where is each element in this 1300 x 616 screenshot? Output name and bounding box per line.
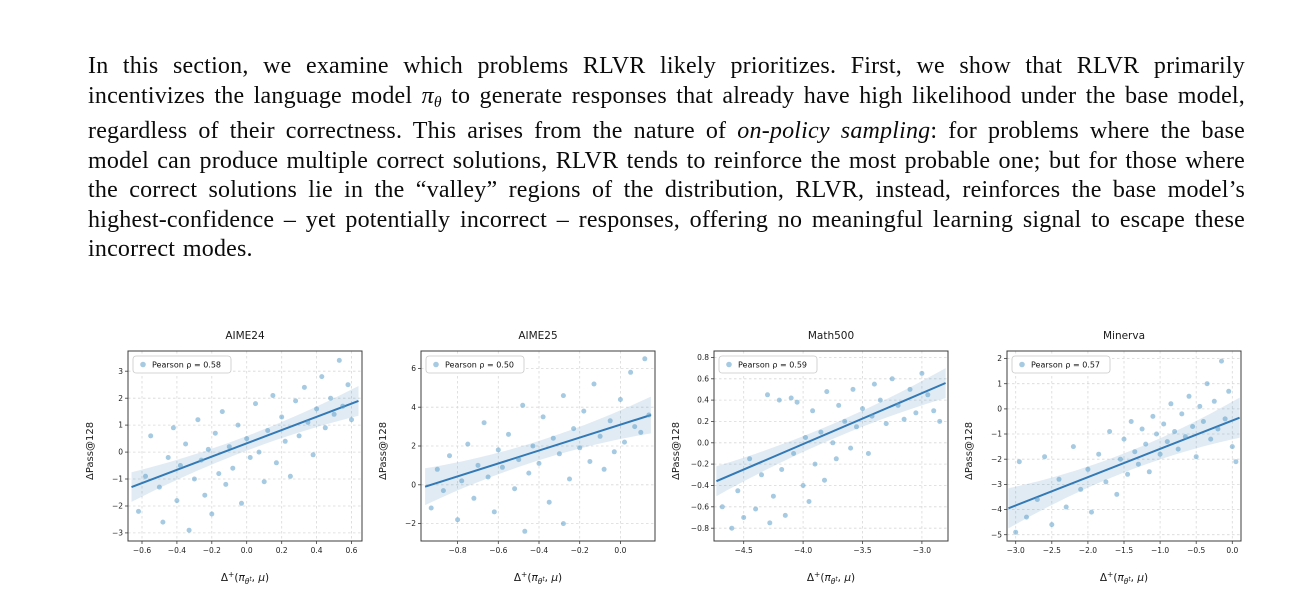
svg-text:−3.5: −3.5 [853,546,871,555]
svg-text:−3: −3 [112,529,123,538]
svg-text:2: 2 [997,354,1002,363]
chart-title: Math500 [807,330,855,342]
svg-text:−2: −2 [405,519,416,528]
x-axis-label: Δ+(πθt, μ) [1099,570,1149,586]
svg-text:0.2: 0.2 [276,546,288,555]
svg-text:−4.5: −4.5 [735,546,753,555]
svg-text:0.8: 0.8 [697,353,709,362]
chart-math500: Math500 ΔPass@128 −4.5 −4.0 −3.5 −3.0 −0.8 −0.6… [670,330,955,586]
paragraph-segment: In this section, we examine which proble… [88,53,1245,109]
x-axis-label: Δ+(πθt, μ) [220,570,270,586]
x-axis-label: Δ+(πθt, μ) [806,570,856,586]
svg-text:−3.0: −3.0 [913,546,931,555]
svg-text:−0.2: −0.2 [203,546,221,555]
svg-text:−3: −3 [991,480,1002,489]
y-axis-label: ΔPass@128 [378,421,389,481]
svg-text:4: 4 [411,403,416,412]
svg-text:−0.6: −0.6 [489,546,507,555]
paragraph-segment: : for problems where the base model can … [88,118,1245,263]
svg-text:−0.2: −0.2 [691,460,709,469]
svg-text:−1.0: −1.0 [1151,546,1169,555]
svg-text:−2: −2 [991,455,1002,464]
svg-text:Pearson ρ = 0.50: Pearson ρ = 0.50 [445,361,514,370]
svg-text:Pearson ρ = 0.58: Pearson ρ = 0.58 [152,361,221,370]
svg-text:−4.0: −4.0 [794,546,812,555]
y-axis-label: ΔPass@128 [964,421,975,481]
svg-text:−0.5: −0.5 [1187,546,1205,555]
svg-text:−2: −2 [112,502,123,511]
svg-text:Pearson ρ = 0.57: Pearson ρ = 0.57 [1031,361,1100,370]
svg-text:0.2: 0.2 [697,417,709,426]
svg-text:−1.5: −1.5 [1115,546,1133,555]
chart-minerva: Minerva ΔPass@128 −3.0 −2.5 −2.0 −1.5 −1.0 −0.5… [963,330,1248,586]
svg-text:0.0: 0.0 [241,546,253,555]
svg-text:−0.6: −0.6 [691,502,709,511]
svg-text:2: 2 [118,394,123,403]
svg-text:0.0: 0.0 [1226,546,1238,555]
plot-area: −0.8 −0.6 −0.4 −0.2 0.0 −2 0 2 4 6 Pearson ρ = 0.5… [405,350,656,555]
svg-text:1: 1 [997,379,1002,388]
svg-text:−0.2: −0.2 [571,546,589,555]
paragraph-segment: on-policy sampling [737,118,931,145]
figure-row: AIME24 ΔPass@128 −0.6 −0.4 −0.2 0.0 0.2 0.4 0.6−… [84,330,1248,586]
svg-text:Pearson ρ = 0.59: Pearson ρ = 0.59 [738,361,807,370]
chart-aime25: AIME25 ΔPass@128 −0.8 −0.6 −0.4 −0.2 0.0 −2 0 2 4 6… [377,330,662,586]
svg-text:−4: −4 [991,505,1002,514]
chart-title: Minerva [1102,330,1146,342]
svg-text:1: 1 [118,421,123,430]
y-axis-label: ΔPass@128 [85,421,96,481]
svg-text:−1: −1 [112,475,123,484]
chart-title: AIME24 [225,330,265,342]
svg-text:−2.0: −2.0 [1079,546,1097,555]
svg-text:0: 0 [997,405,1002,414]
svg-text:0.4: 0.4 [697,396,709,405]
svg-text:0.6: 0.6 [346,546,358,555]
svg-text:−2.5: −2.5 [1043,546,1061,555]
plot-area: −0.6 −0.4 −0.2 0.0 0.2 0.4 0.6 −3 −2 −1 0 1 2 3 Pearso… [112,350,363,555]
svg-text:−1: −1 [991,430,1002,439]
svg-text:0.0: 0.0 [697,438,709,447]
svg-text:−0.8: −0.8 [691,524,709,533]
svg-text:−5: −5 [991,530,1002,539]
svg-text:−3.0: −3.0 [1007,546,1025,555]
svg-text:−0.8: −0.8 [448,546,466,555]
svg-text:2: 2 [411,442,416,451]
svg-text:0.4: 0.4 [311,546,323,555]
svg-text:6: 6 [411,364,416,373]
svg-text:−0.4: −0.4 [168,546,186,555]
svg-text:0.6: 0.6 [697,374,709,383]
plot-area: −3.0 −2.5 −2.0 −1.5 −1.0 −0.5 0.0 −5 −4 −3 −2 −1 0 1 2… [991,350,1242,555]
paragraph-segment: to generate responses that already have … [88,82,1245,145]
plot-area: −4.5 −4.0 −3.5 −3.0 −0.8 −0.6 −0.4 −0.2 0.0 0.2 0.… [691,350,949,555]
svg-text:0: 0 [118,448,123,457]
paragraph-segment: π [421,82,434,109]
svg-text:−0.4: −0.4 [691,481,709,490]
chart-aime24: AIME24 ΔPass@128 −0.6 −0.4 −0.2 0.0 0.2 0.4 0.6−… [84,330,369,586]
paragraph-segment: θ [433,93,442,111]
svg-text:0: 0 [411,480,416,489]
svg-text:−0.4: −0.4 [530,546,548,555]
svg-text:3: 3 [118,367,123,376]
body-paragraph: In this section, we examine which proble… [88,52,1245,265]
y-axis-label: ΔPass@128 [671,421,682,481]
chart-title: AIME25 [518,330,558,342]
svg-text:−0.6: −0.6 [133,546,151,555]
x-axis-label: Δ+(πθt, μ) [513,570,563,586]
svg-text:0.0: 0.0 [614,546,626,555]
